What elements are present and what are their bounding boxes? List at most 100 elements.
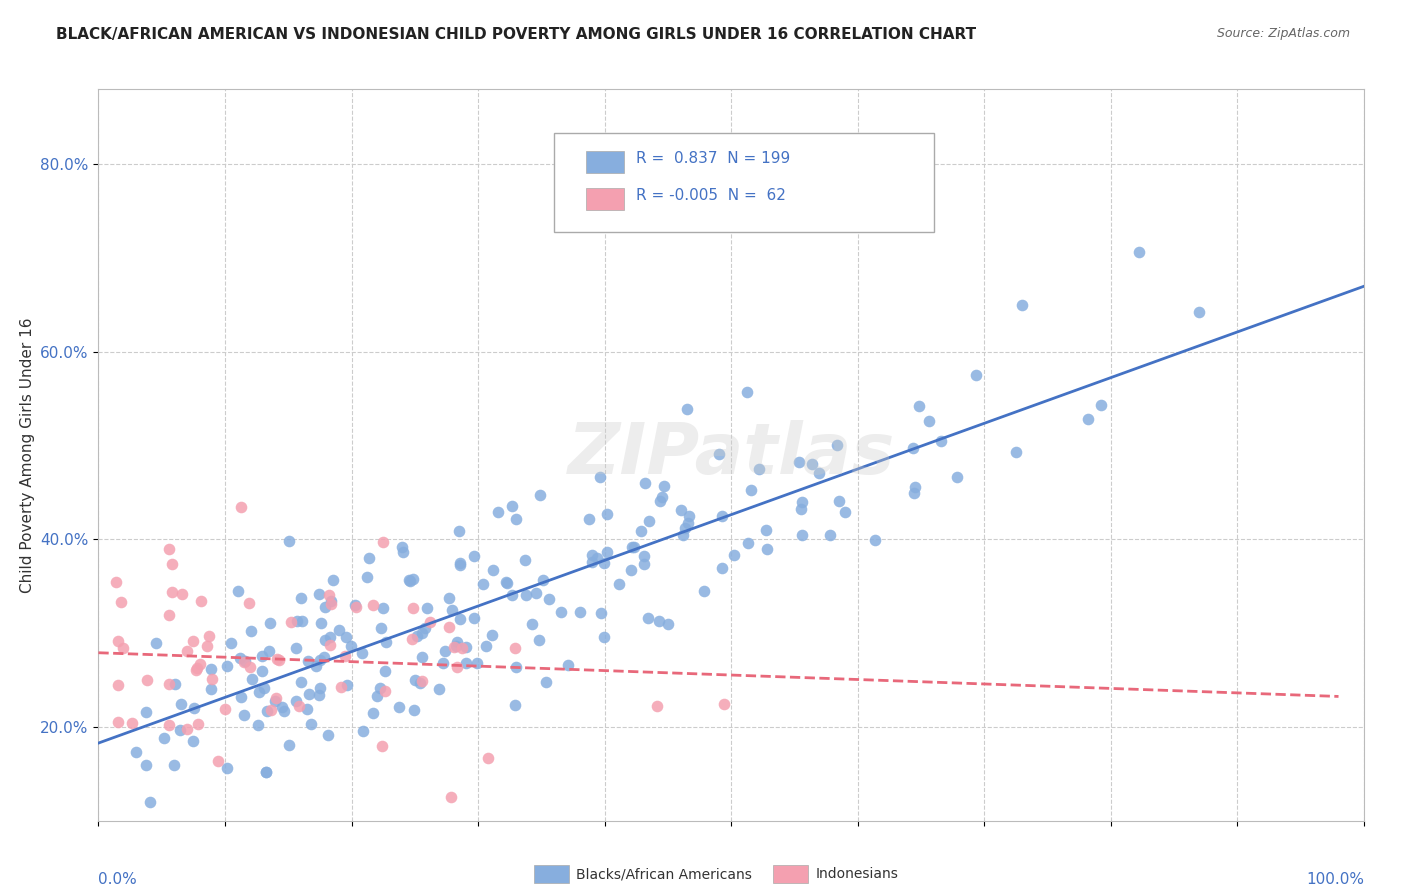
Point: [284, 641, 307, 656]
Point: [200, 662, 222, 676]
Point: [207, 754, 229, 768]
Point: [399, 574, 422, 588]
Point: [312, 649, 335, 664]
Point: [145, 636, 167, 650]
Point: [136, 673, 159, 687]
Point: [169, 723, 191, 737]
Point: [446, 659, 468, 673]
FancyBboxPatch shape: [585, 188, 623, 210]
Point: [239, 660, 262, 674]
Point: [481, 563, 503, 577]
Point: [391, 545, 413, 559]
Point: [411, 626, 433, 640]
Point: [270, 700, 292, 714]
Point: [373, 600, 395, 615]
Point: [495, 575, 517, 590]
Point: [139, 795, 162, 809]
Point: [240, 672, 263, 686]
Point: [633, 549, 655, 563]
Point: [409, 675, 432, 690]
Point: [375, 635, 398, 649]
Point: [463, 549, 485, 563]
Point: [678, 516, 700, 530]
Point: [186, 663, 208, 677]
Point: [633, 475, 655, 490]
Point: [152, 731, 174, 746]
Point: [357, 551, 380, 566]
Point: [256, 764, 278, 779]
Point: [217, 761, 239, 775]
Point: [405, 673, 427, 688]
Point: [1188, 305, 1211, 319]
Point: [336, 678, 359, 692]
Point: [229, 651, 252, 665]
Point: [290, 674, 312, 689]
Point: [678, 509, 700, 524]
Point: [620, 541, 643, 555]
Point: [529, 488, 551, 502]
Point: [416, 600, 439, 615]
Point: [433, 643, 456, 657]
Point: [1090, 398, 1112, 412]
Point: [657, 616, 679, 631]
Point: [648, 494, 671, 508]
Point: [1077, 412, 1099, 426]
Point: [825, 438, 848, 452]
Point: [449, 612, 471, 626]
Point: [121, 716, 143, 731]
Point: [264, 694, 287, 708]
Point: [557, 658, 579, 673]
Point: [388, 699, 411, 714]
Point: [374, 664, 396, 678]
Point: [256, 704, 278, 718]
Point: [170, 587, 193, 601]
Point: [503, 641, 526, 656]
Point: [314, 632, 336, 647]
Text: R =  0.837  N = 199: R = 0.837 N = 199: [636, 151, 790, 166]
Point: [309, 681, 332, 695]
Point: [250, 664, 273, 678]
Point: [735, 385, 758, 400]
Point: [789, 502, 811, 516]
Point: [904, 480, 927, 494]
Point: [240, 624, 263, 638]
Point: [278, 739, 301, 753]
Point: [335, 630, 357, 644]
Point: [219, 635, 242, 649]
Point: [651, 490, 673, 504]
Point: [505, 511, 527, 525]
Point: [371, 534, 394, 549]
Point: [1005, 445, 1028, 459]
Point: [233, 655, 256, 669]
Text: Source: ZipAtlas.com: Source: ZipAtlas.com: [1216, 27, 1350, 40]
Point: [419, 615, 441, 629]
Point: [638, 514, 661, 528]
Point: [402, 703, 425, 717]
Point: [581, 548, 603, 562]
Point: [637, 611, 659, 625]
Point: [214, 702, 236, 716]
Point: [163, 677, 186, 691]
Point: [226, 583, 249, 598]
Point: [247, 684, 270, 698]
Point: [578, 512, 600, 526]
Point: [319, 630, 342, 644]
Point: [807, 466, 830, 480]
Point: [477, 750, 499, 764]
Point: [740, 483, 762, 498]
Point: [280, 615, 302, 629]
Point: [633, 557, 655, 571]
Point: [413, 621, 436, 635]
Point: [654, 479, 676, 493]
Point: [104, 575, 127, 590]
Point: [472, 577, 495, 591]
Point: [515, 553, 537, 567]
Point: [451, 641, 474, 656]
Point: [366, 690, 388, 704]
Point: [231, 500, 253, 514]
Point: [515, 589, 537, 603]
Point: [299, 717, 322, 731]
Point: [190, 594, 212, 608]
Point: [201, 672, 224, 686]
Point: [131, 861, 153, 875]
